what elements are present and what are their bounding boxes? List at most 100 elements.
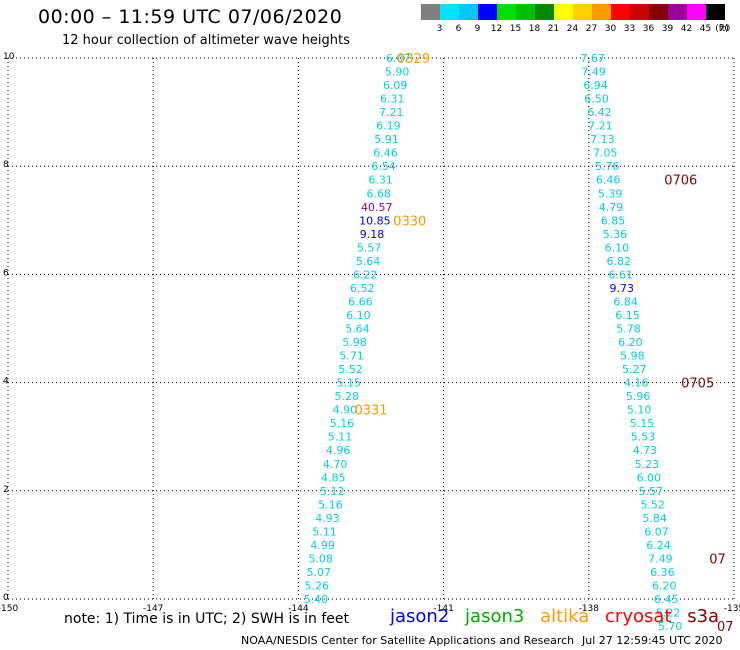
scale-label: 21 [548,24,559,34]
x-tick-label: -135 [724,604,740,614]
scale-label: 12 [491,24,502,34]
wave-height-value: 5.91 [374,133,399,146]
wave-height-value: 5.64 [356,255,381,268]
wave-height-value: 9.18 [360,228,385,241]
y-tick-label: 10 [3,52,15,62]
scale-swatch [611,4,630,20]
wave-height-value: 6.94 [583,79,608,92]
legend-s3a: s3a [687,606,720,627]
time-label: 0705 [681,377,714,392]
scale-swatch [554,4,573,20]
scale-swatch [516,4,535,20]
wave-height-value: 6.19 [376,120,401,133]
scale-label: 70 [719,24,731,34]
scale-swatch [687,4,706,20]
wave-height-value: 5.76 [595,160,620,173]
wave-height-value: 7.49 [581,66,606,79]
wave-height-value: 6.52 [350,282,375,295]
scale-label: 27 [586,24,597,34]
footer-note: note: 1) Time is in UTC; 2) SWH is in fe… [64,611,350,627]
legend-jason2: jason2 [390,606,450,627]
wave-height-value: 6.31 [368,174,393,187]
x-tick-label: -138 [579,604,600,614]
wave-height-value: 6.24 [646,539,671,552]
wave-height-value: 5.39 [598,187,623,200]
wave-height-value: 6.10 [605,241,630,254]
wave-height-value: 40.57 [361,201,393,214]
time-label: 07 [717,620,734,635]
wave-height-value: 5.71 [339,350,364,363]
scale-label: 3 [437,24,443,34]
wave-height-value: 6.31 [380,93,405,106]
wave-height-value: 6.07 [386,52,411,65]
scale-swatch [440,4,459,20]
legend-cryosat: cryosat [605,606,672,627]
legend-altika: altika [540,606,590,627]
scale-label: 36 [643,24,655,34]
wave-height-value: 5.52 [640,498,665,511]
wave-height-value: 4.85 [321,471,346,484]
wave-height-value: 6.22 [353,268,378,281]
wave-height-value: 5.28 [335,390,360,403]
wave-height-value: 6.36 [650,566,675,579]
wave-height-value: 10.85 [359,214,391,227]
scale-swatch [592,4,611,20]
wave-height-value: 4.96 [326,444,351,457]
y-tick-label: 2 [3,485,9,495]
wave-height-value: 4.90 [333,404,358,417]
scale-label: 45 [700,24,711,34]
wave-height-value: 5.53 [631,431,656,444]
wave-height-value: 6.45 [654,593,679,606]
wave-height-value: 5.52 [338,363,363,376]
wave-height-value: 9.73 [609,282,634,295]
wave-height-value: 5.23 [635,458,660,471]
wave-height-value: 5.98 [342,336,367,349]
wave-height-value: 5.78 [616,323,641,336]
wave-height-value: 6.00 [637,471,662,484]
wave-height-value: 6.46 [373,147,398,160]
x-tick-label: -141 [433,604,453,614]
scale-swatch [459,4,478,20]
scale-label: 39 [662,24,674,34]
wave-height-value: 7.05 [593,147,618,160]
time-label: 0331 [354,404,387,419]
scale-swatch [668,4,687,20]
scale-label: 18 [529,24,541,34]
wave-height-value: 6.54 [371,160,396,173]
wave-height-value: 6.46 [596,174,621,187]
wave-height-value: 5.84 [642,512,667,525]
wave-height-value: 5.57 [357,241,382,254]
y-tick-label: 8 [3,160,9,170]
scale-swatch [573,4,592,20]
wave-height-value: 5.15 [336,377,361,390]
wave-height-value: 6.61 [608,268,633,281]
wave-height-value: 7.13 [590,133,615,146]
x-tick-label: -150 [0,604,18,614]
wave-height-value: 5.27 [622,363,647,376]
wave-height-value: 7.21 [588,120,613,133]
time-label: 07 [709,552,726,567]
wave-height-value: 6.84 [613,295,638,308]
wave-height-value: 5.07 [306,566,331,579]
wave-height-value: 6.20 [618,336,643,349]
y-tick-label: 0 [3,593,9,603]
scale-swatch [535,4,554,20]
wave-height-value: 7.21 [379,106,404,119]
wave-height-value: 4.70 [323,458,348,471]
time-label: 0329 [397,52,430,67]
wave-height-value: 7.67 [580,52,605,65]
wave-height-value: 6.82 [607,255,632,268]
time-label: 0706 [664,174,697,189]
wave-height-value: 6.68 [366,187,391,200]
wave-height-value: 5.12 [320,485,345,498]
wave-height-value: 5.16 [318,498,343,511]
scale-swatch [706,4,725,20]
wave-height-value: 6.50 [584,93,609,106]
wave-height-value: 5.96 [626,390,651,403]
wave-height-value: 5.26 [305,579,330,592]
wave-height-value: 5.70 [658,620,683,633]
legend-jason3: jason3 [465,606,525,627]
wave-height-value: 6.66 [348,295,373,308]
